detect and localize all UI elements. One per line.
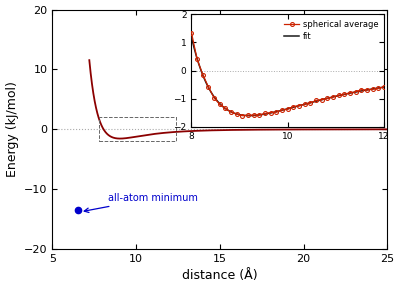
X-axis label: distance (Å): distance (Å) xyxy=(182,270,258,283)
Text: all-atom minimum: all-atom minimum xyxy=(84,193,198,213)
Y-axis label: Energy (kJ/mol): Energy (kJ/mol) xyxy=(6,81,18,177)
Bar xyxy=(99,117,176,141)
